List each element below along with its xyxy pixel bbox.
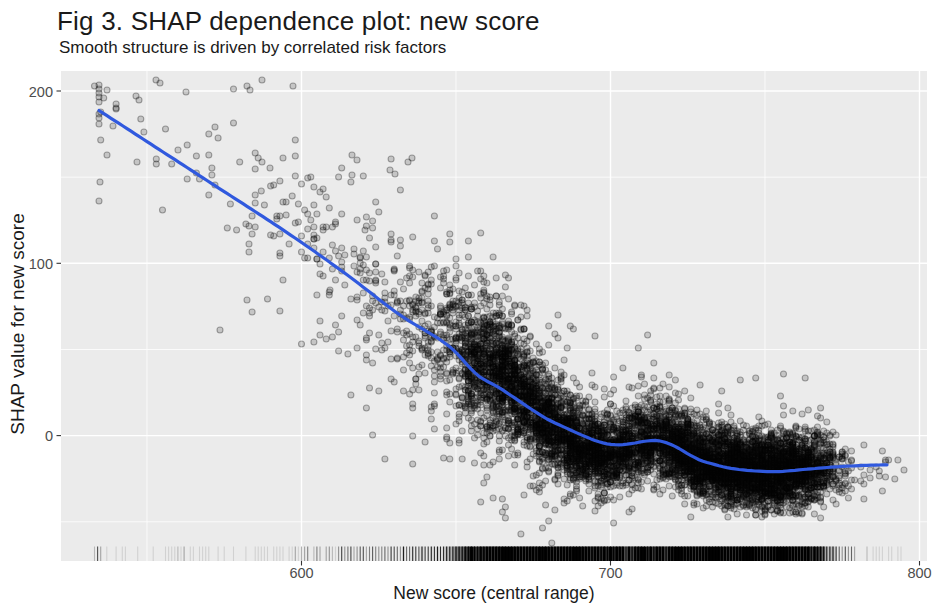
svg-text:0: 0 bbox=[45, 428, 53, 444]
svg-text:New score (central range): New score (central range) bbox=[393, 583, 594, 603]
svg-text:SHAP value for new score: SHAP value for new score bbox=[7, 213, 28, 434]
svg-text:200: 200 bbox=[29, 84, 53, 100]
svg-text:100: 100 bbox=[29, 256, 53, 272]
svg-text:800: 800 bbox=[907, 565, 931, 581]
svg-text:600: 600 bbox=[289, 565, 313, 581]
svg-text:700: 700 bbox=[598, 565, 622, 581]
